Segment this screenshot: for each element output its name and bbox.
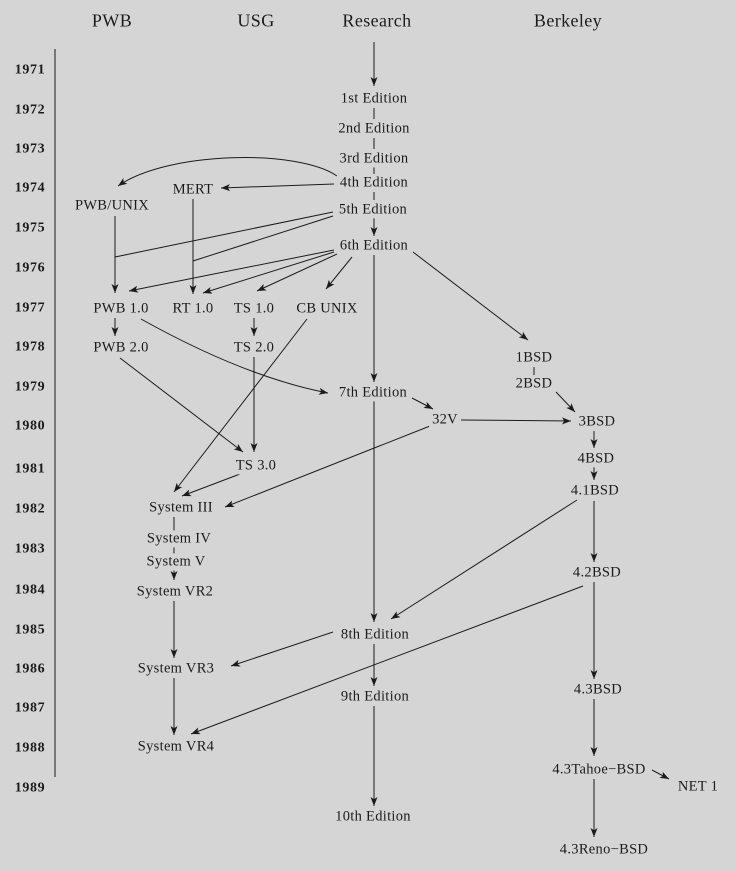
node-5th-edition: 5th Edition (335, 201, 411, 219)
node-1st-edition: 1st Edition (337, 90, 411, 108)
column-header-berkeley: Berkeley (530, 10, 606, 32)
node-pwb-2-0: PWB 2.0 (90, 339, 152, 357)
edge-32v-to-3bsd (460, 417, 572, 425)
edge-5th-to-mert-line (192, 215, 334, 262)
year-label-1979: 1979 (11, 379, 49, 397)
edge-6th-to-1bsd (412, 251, 529, 341)
node-3rd-edition: 3rd Edition (336, 150, 412, 168)
edge-6th-to-rt-1-0 (202, 251, 335, 294)
column-header-usg: USG (234, 10, 278, 32)
node-rt-1-0: RT 1.0 (169, 300, 217, 318)
node-system-vr2: System VR2 (133, 583, 217, 601)
year-label-1981: 1981 (11, 461, 49, 479)
edge-6th-to-ts-1-0 (256, 253, 338, 292)
node-pwb-unix: PWB/UNIX (71, 197, 153, 215)
edge-6th-to-pwb-1-0 (128, 249, 335, 293)
edge-pwb-2-0-to-ts-3-0 (119, 357, 244, 453)
node-4th-edition: 4th Edition (336, 174, 412, 192)
node-system-iii: System III (146, 499, 216, 517)
edge-2bsd-to-3bsd (555, 391, 576, 413)
year-label-1982: 1982 (11, 501, 49, 519)
year-label-1986: 1986 (11, 661, 49, 679)
node-8th-edition: 8th Edition (337, 626, 413, 644)
node-net-1: NET 1 (674, 778, 722, 796)
edge-4th-to-mert (220, 183, 335, 192)
node-4-3reno-bsd: 4.3Reno−BSD (556, 841, 652, 859)
edge-7th-to-32v (411, 397, 434, 410)
year-label-1984: 1984 (11, 582, 49, 600)
node-9th-edition: 9th Edition (337, 688, 413, 706)
year-label-1972: 1972 (11, 102, 49, 120)
year-label-1974: 1974 (11, 180, 49, 198)
year-label-1971: 1971 (11, 62, 49, 80)
node-2bsd: 2BSD (512, 375, 556, 393)
node-ts-3-0: TS 3.0 (232, 457, 280, 475)
node-system-v: System V (143, 553, 209, 571)
edge-4-2bsd-to-system-vr4 (190, 585, 584, 735)
node-pwb-1-0: PWB 1.0 (90, 300, 152, 318)
node-6th-edition: 6th Edition (336, 237, 412, 255)
column-header-pwb: PWB (88, 10, 136, 32)
node-4-2bsd: 4.2BSD (569, 564, 625, 582)
node-10th-edition: 10th Edition (332, 808, 414, 826)
edge-pwb-1-0-to-7th (140, 318, 329, 395)
edge-4-1bsd-to-8th (390, 499, 578, 620)
node-7th-edition: 7th Edition (335, 384, 411, 402)
node-system-iv: System IV (143, 530, 215, 548)
edge-8th-to-system-vr3 (230, 631, 334, 667)
node-1bsd: 1BSD (512, 349, 556, 367)
year-label-1978: 1978 (11, 339, 49, 357)
edge-6th-to-cb-unix (325, 256, 353, 290)
node-2nd-edition: 2nd Edition (335, 120, 413, 138)
node-system-vr4: System VR4 (134, 738, 218, 756)
year-label-1983: 1983 (11, 541, 49, 559)
node-ts-2-0: TS 2.0 (230, 339, 278, 357)
edge-tahoe-to-net-1 (651, 769, 670, 780)
edge-ts-3-0-to-system-iii (181, 473, 241, 497)
node-mert: MERT (169, 181, 217, 199)
edge-5th-to-pwb-line (114, 211, 334, 258)
node-4-3bsd: 4.3BSD (570, 681, 626, 699)
edge-4th-to-pwb-unix (117, 157, 338, 187)
year-label-1975: 1975 (11, 220, 49, 238)
edge-cb-unix-to-system-iii (173, 318, 308, 493)
edge-32v-to-system-iii (224, 425, 431, 508)
node-system-vr3: System VR3 (134, 660, 218, 678)
year-label-1987: 1987 (11, 700, 49, 718)
node-ts-1-0: TS 1.0 (230, 300, 278, 318)
year-label-1973: 1973 (11, 141, 49, 159)
node-cb-unix: CB UNIX (293, 300, 361, 318)
column-header-research: Research (339, 10, 415, 32)
node-4bsd: 4BSD (574, 450, 618, 468)
year-label-1988: 1988 (11, 740, 49, 758)
year-label-1985: 1985 (11, 622, 49, 640)
node-32v: 32V (429, 411, 461, 429)
year-label-1976: 1976 (11, 260, 49, 278)
node-4-1bsd: 4.1BSD (567, 482, 623, 500)
node-3bsd: 3BSD (575, 413, 619, 431)
node-4-3tahoe-bsd: 4.3Tahoe−BSD (549, 761, 649, 779)
year-label-1977: 1977 (11, 300, 49, 318)
year-label-1989: 1989 (11, 780, 49, 798)
year-label-1980: 1980 (11, 418, 49, 436)
